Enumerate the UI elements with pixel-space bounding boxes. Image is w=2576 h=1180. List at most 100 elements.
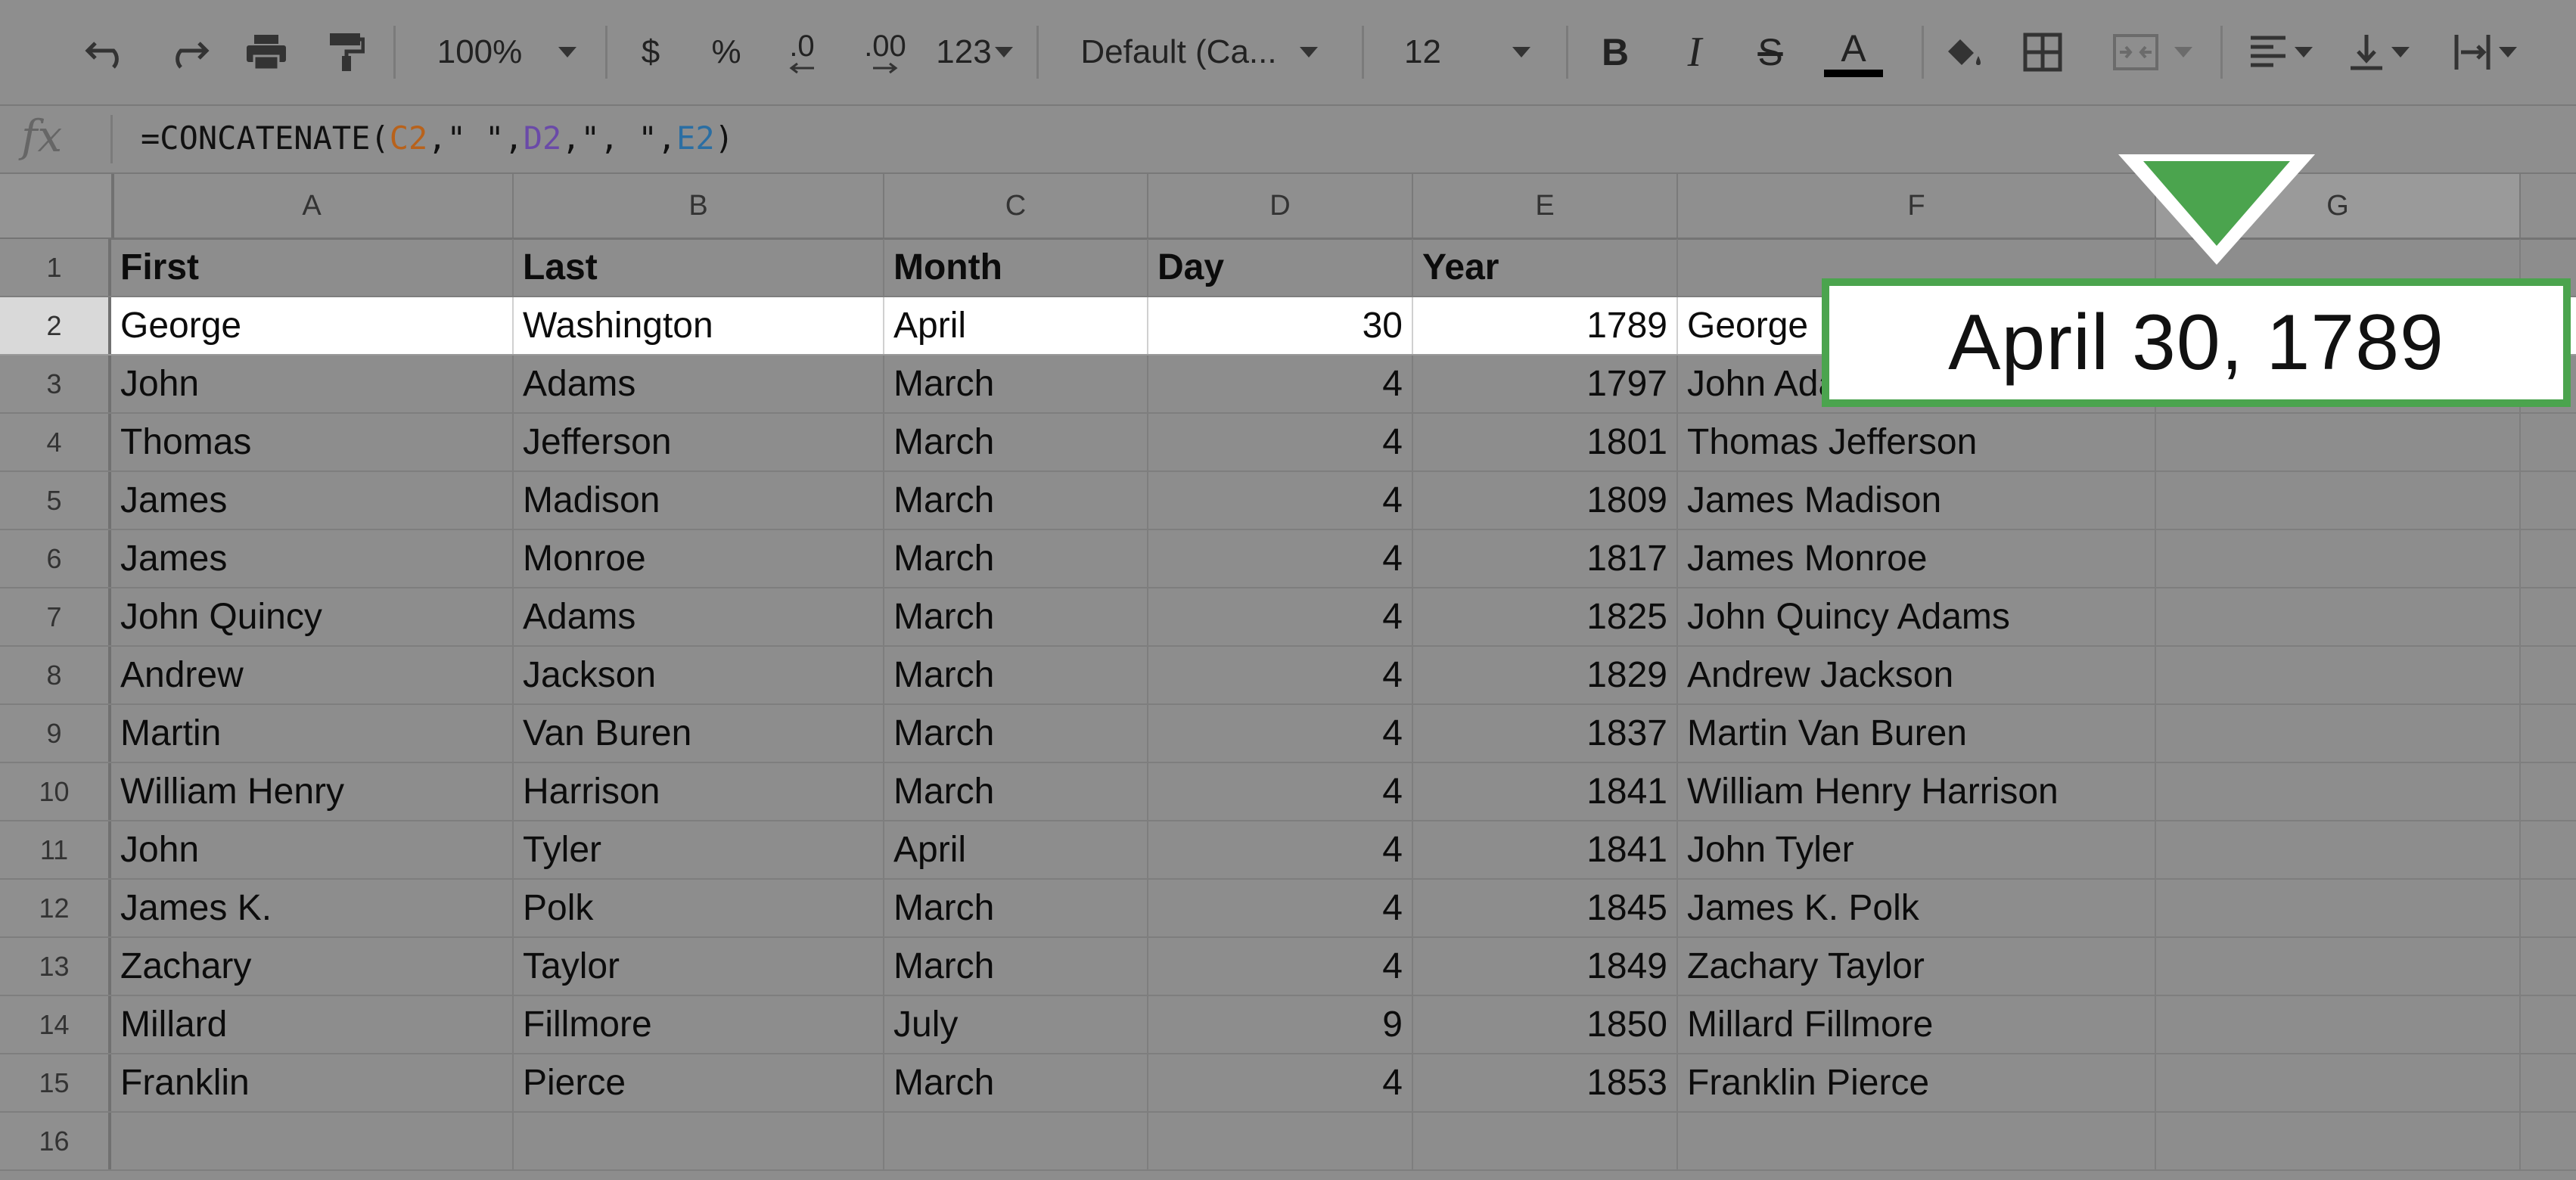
row-header[interactable]: 4	[0, 414, 111, 470]
cell-d10[interactable]: 4	[1148, 763, 1413, 820]
cell-c14[interactable]: July	[884, 996, 1148, 1053]
borders-button[interactable]	[2009, 17, 2077, 88]
row-header[interactable]: 13	[0, 938, 111, 995]
cell-c3[interactable]: March	[884, 356, 1148, 412]
cell-a2[interactable]: George	[111, 297, 514, 354]
cell-f2[interactable]: George	[1678, 297, 2156, 354]
cell-c15[interactable]: March	[884, 1054, 1148, 1111]
cell-e16[interactable]	[1413, 1113, 1678, 1169]
cell-b5[interactable]: Madison	[514, 472, 884, 529]
row-header[interactable]: 5	[0, 472, 111, 529]
cell-d13[interactable]: 4	[1148, 938, 1413, 995]
cell-c13[interactable]: March	[884, 938, 1148, 995]
cell-g11[interactable]	[2156, 821, 2521, 878]
cell-b12[interactable]: Polk	[514, 880, 884, 936]
row-header[interactable]: 15	[0, 1054, 111, 1111]
strikethrough-button[interactable]: S	[1736, 17, 1804, 88]
cell-a15[interactable]: Franklin	[111, 1054, 514, 1111]
cell-f13[interactable]: Zachary Taylor	[1678, 938, 2156, 995]
cell-d11[interactable]: 4	[1148, 821, 1413, 878]
cell-a13[interactable]: Zachary	[111, 938, 514, 995]
undo-button[interactable]	[76, 17, 139, 88]
row-header[interactable]: 6	[0, 530, 111, 587]
text-color-button[interactable]: A	[1819, 17, 1888, 88]
row-header[interactable]: 16	[0, 1113, 111, 1169]
cell-c12[interactable]: March	[884, 880, 1148, 936]
cell-g4[interactable]	[2156, 414, 2521, 470]
cell-e2[interactable]: 1789	[1413, 297, 1678, 354]
cell-d16[interactable]	[1148, 1113, 1413, 1169]
row-header[interactable]: 3	[0, 356, 111, 412]
row-header[interactable]: 10	[0, 763, 111, 820]
cell-g15[interactable]	[2156, 1054, 2521, 1111]
cell-f8[interactable]: Andrew Jackson	[1678, 647, 2156, 703]
cell-d1[interactable]: Day	[1148, 239, 1413, 296]
cell-g8[interactable]	[2156, 647, 2521, 703]
cell-c9[interactable]: March	[884, 705, 1148, 762]
font-size-select[interactable]: 12	[1392, 17, 1563, 88]
zoom-select[interactable]: 100%	[424, 17, 590, 88]
cell-e13[interactable]: 1849	[1413, 938, 1678, 995]
cell-g6[interactable]	[2156, 530, 2521, 587]
cell-f15[interactable]: Franklin Pierce	[1678, 1054, 2156, 1111]
fill-color-button[interactable]	[1929, 17, 1997, 88]
font-family-select[interactable]: Default (Ca...	[1059, 17, 1339, 88]
column-header-e[interactable]: E	[1413, 174, 1678, 238]
cell-f4[interactable]: Thomas Jefferson	[1678, 414, 2156, 470]
cell-b11[interactable]: Tyler	[514, 821, 884, 878]
cell-a8[interactable]: Andrew	[111, 647, 514, 703]
formula-input[interactable]: =CONCATENATE(C2," ",D2,", ",E2)	[141, 120, 734, 157]
cell-e14[interactable]: 1850	[1413, 996, 1678, 1053]
column-header-a[interactable]: A	[111, 174, 514, 238]
cell-c4[interactable]: March	[884, 414, 1148, 470]
cell-d6[interactable]: 4	[1148, 530, 1413, 587]
row-header[interactable]: 2	[0, 297, 111, 354]
cell-e7[interactable]: 1825	[1413, 588, 1678, 645]
cell-g12[interactable]	[2156, 880, 2521, 936]
cell-e8[interactable]: 1829	[1413, 647, 1678, 703]
cell-b6[interactable]: Monroe	[514, 530, 884, 587]
row-header[interactable]: 11	[0, 821, 111, 878]
cell-g5[interactable]	[2156, 472, 2521, 529]
cell-a11[interactable]: John	[111, 821, 514, 878]
increase-decimal-button[interactable]: .00	[847, 17, 923, 88]
cell-e4[interactable]: 1801	[1413, 414, 1678, 470]
merge-cells-button[interactable]	[2096, 17, 2209, 88]
print-button[interactable]	[235, 17, 298, 88]
cell-c7[interactable]: March	[884, 588, 1148, 645]
cell-c16[interactable]	[884, 1113, 1148, 1169]
cell-f10[interactable]: William Henry Harrison	[1678, 763, 2156, 820]
cell-a9[interactable]: Martin	[111, 705, 514, 762]
cell-g14[interactable]	[2156, 996, 2521, 1053]
cell-a6[interactable]: James	[111, 530, 514, 587]
cell-b2[interactable]: Washington	[514, 297, 884, 354]
cell-c11[interactable]: April	[884, 821, 1148, 878]
cell-g10[interactable]	[2156, 763, 2521, 820]
cell-f5[interactable]: James Madison	[1678, 472, 2156, 529]
cell-b15[interactable]: Pierce	[514, 1054, 884, 1111]
cell-c10[interactable]: March	[884, 763, 1148, 820]
number-format-select[interactable]: 123	[929, 17, 1020, 88]
cell-d15[interactable]: 4	[1148, 1054, 1413, 1111]
cell-b8[interactable]: Jackson	[514, 647, 884, 703]
cell-c1[interactable]: Month	[884, 239, 1148, 296]
cell-e3[interactable]: 1797	[1413, 356, 1678, 412]
cell-f12[interactable]: James K. Polk	[1678, 880, 2156, 936]
bold-button[interactable]: B	[1581, 17, 1649, 88]
cell-d9[interactable]: 4	[1148, 705, 1413, 762]
cell-g7[interactable]	[2156, 588, 2521, 645]
cell-b1[interactable]: Last	[514, 239, 884, 296]
cell-e1[interactable]: Year	[1413, 239, 1678, 296]
vertical-align-select[interactable]	[2338, 17, 2421, 88]
row-header[interactable]: 14	[0, 996, 111, 1053]
cell-d3[interactable]: 4	[1148, 356, 1413, 412]
cell-b13[interactable]: Taylor	[514, 938, 884, 995]
redo-button[interactable]	[155, 17, 219, 88]
cell-g16[interactable]	[2156, 1113, 2521, 1169]
cell-c5[interactable]: March	[884, 472, 1148, 529]
cell-a7[interactable]: John Quincy	[111, 588, 514, 645]
cell-f6[interactable]: James Monroe	[1678, 530, 2156, 587]
cell-b14[interactable]: Fillmore	[514, 996, 884, 1053]
cell-e11[interactable]: 1841	[1413, 821, 1678, 878]
column-header-b[interactable]: B	[514, 174, 884, 238]
